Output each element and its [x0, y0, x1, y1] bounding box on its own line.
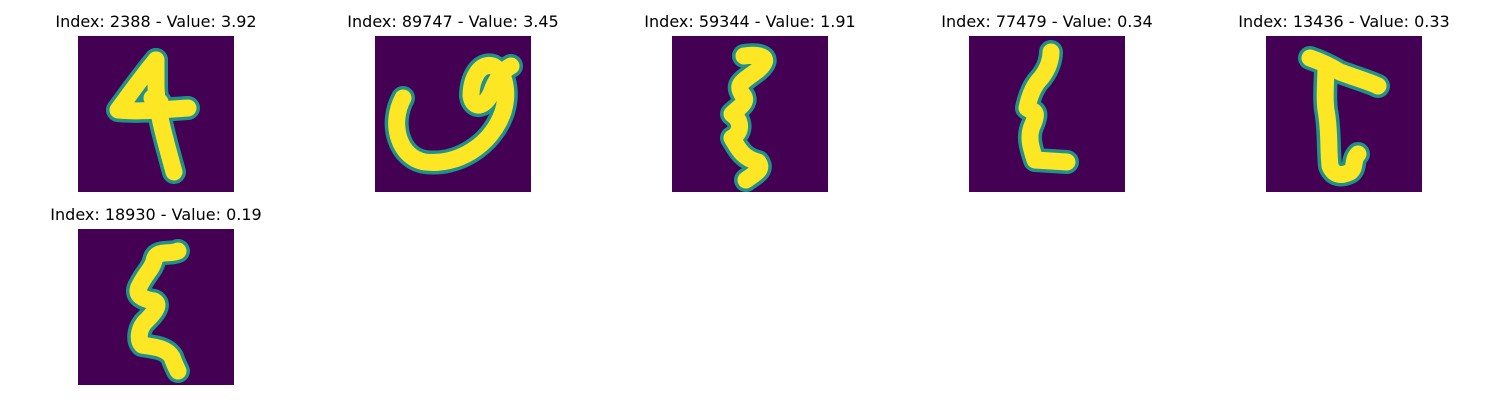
- digit-image: [375, 36, 531, 192]
- glyph-stroke: [147, 51, 183, 181]
- glyph-stroke: [1018, 43, 1076, 171]
- digit-image: [672, 36, 828, 192]
- digit-svg: [969, 36, 1125, 192]
- digit-svg: [78, 229, 234, 385]
- panel-title: Index: 18930 - Value: 0.19: [50, 205, 262, 224]
- digit-svg: [78, 36, 234, 192]
- digit-svg: [1266, 36, 1422, 192]
- digit-svg: [375, 36, 531, 192]
- panel-title: Index: 2388 - Value: 3.92: [55, 12, 257, 31]
- digit-image: [78, 36, 234, 192]
- glyph-stroke: [1316, 57, 1367, 183]
- digit-image: [969, 36, 1125, 192]
- panel-title: Index: 13436 - Value: 0.33: [1238, 12, 1450, 31]
- panel-title: Index: 89747 - Value: 3.45: [347, 12, 559, 31]
- digit-image: [78, 229, 234, 385]
- glyph-stroke: [129, 242, 187, 380]
- digit-svg: [672, 36, 828, 192]
- glyph-stroke: [723, 46, 773, 189]
- panel-title: Index: 59344 - Value: 1.91: [644, 12, 856, 31]
- digit-image: [1266, 36, 1422, 192]
- panel-title: Index: 77479 - Value: 0.34: [941, 12, 1153, 31]
- glyph-stroke: [388, 57, 520, 171]
- glyph-stroke: [143, 89, 169, 111]
